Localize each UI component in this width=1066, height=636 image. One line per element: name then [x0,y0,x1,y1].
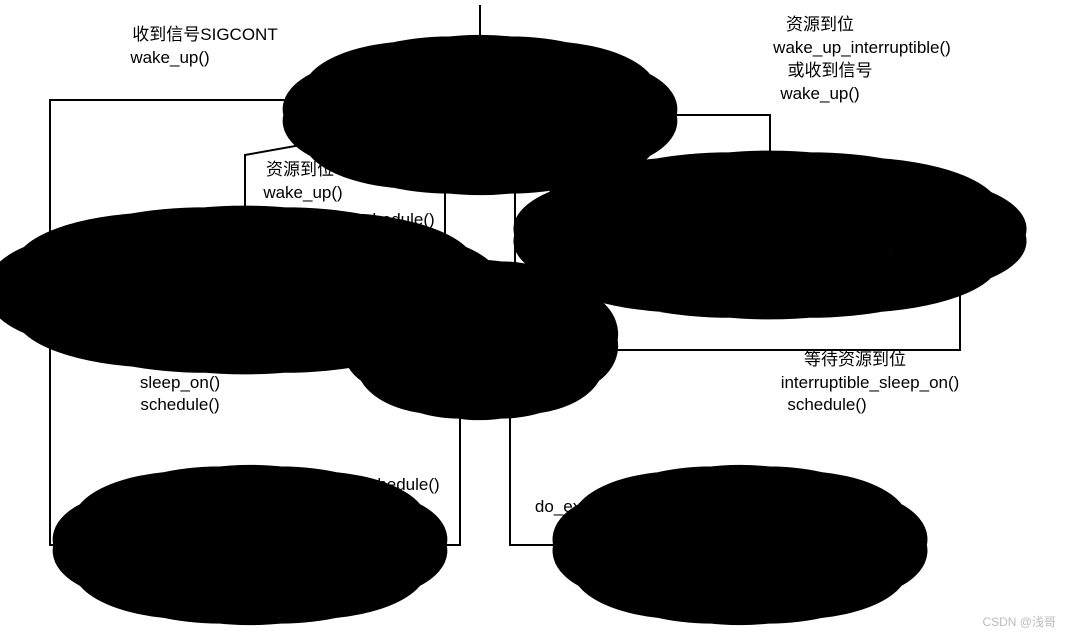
edge-label: schedule() [140,395,219,414]
edge-label: wake_up() [262,183,342,202]
task-state-diagram: TASK_RUNNING就绪占有CPU执行TASK_UNINTERRUPTIBL… [0,0,1066,636]
edge-label: wake_up() [129,48,209,67]
edge-label: 资源到位 [266,160,334,179]
watermark: CSDN @浅哥 [982,615,1056,629]
edge-label: 收到信号SIGCONT [132,25,277,44]
cloud-shape [648,503,833,587]
edge-label: 时间片耗尽 [538,210,623,229]
edge-label: schedule() [355,210,434,229]
node-subtitle: 深度睡眠 [215,293,275,310]
node-title: TASK_UNINTERRUPTIBLE [150,273,340,290]
node-subtitle: 暂停 [235,548,265,565]
cloud-shape [383,73,578,157]
cloud-shape [643,191,896,280]
cloud-shape [153,503,348,587]
edge-label: schedule() [787,395,866,414]
edge-label: wake_up_interruptible() [772,38,951,57]
edge-label: 资源到位 [786,15,854,34]
node-subtitle: 就绪 [465,118,495,135]
edge-label: ptrace() [359,497,418,516]
node-interr: TASK_INTERRUPTIBLE 浅度睡眠 [643,191,896,280]
node-title: TASK_RUNNING [421,98,539,115]
edge-label: interruptible_sleep_on() [781,373,960,392]
node-title: TASK_STOPPED [190,528,310,545]
cloud-shape [118,246,371,335]
node-subtitle: 僵死 [725,548,755,565]
edge-label: 或收到信号 [788,61,873,80]
edge-label: 等待资源到位 [804,350,906,369]
edge-label: do_exit() [535,497,601,516]
node-title: TASK_INTERRUPTIBLE [686,218,854,235]
node-running: TASK_RUNNING 就绪 [383,73,578,157]
edge-label: wake_up() [779,84,859,103]
node-uninterr: TASK_UNINTERRUPTIBLE 深度睡眠 [118,246,371,335]
node-subtitle: 浅度睡眠 [740,238,800,255]
edge-label: 等待资源到位 [144,350,246,369]
node-subtitle: 执行 [465,343,495,360]
node-zombie: TASK_ZOMBIE 僵死 [648,503,833,587]
node-title: TASK_ZOMBIE [687,528,793,545]
node-stopped: TASK_STOPPED 暂停 [153,503,348,587]
edge-label: schedule() [360,475,439,494]
edge-label: sleep_on() [140,373,220,392]
